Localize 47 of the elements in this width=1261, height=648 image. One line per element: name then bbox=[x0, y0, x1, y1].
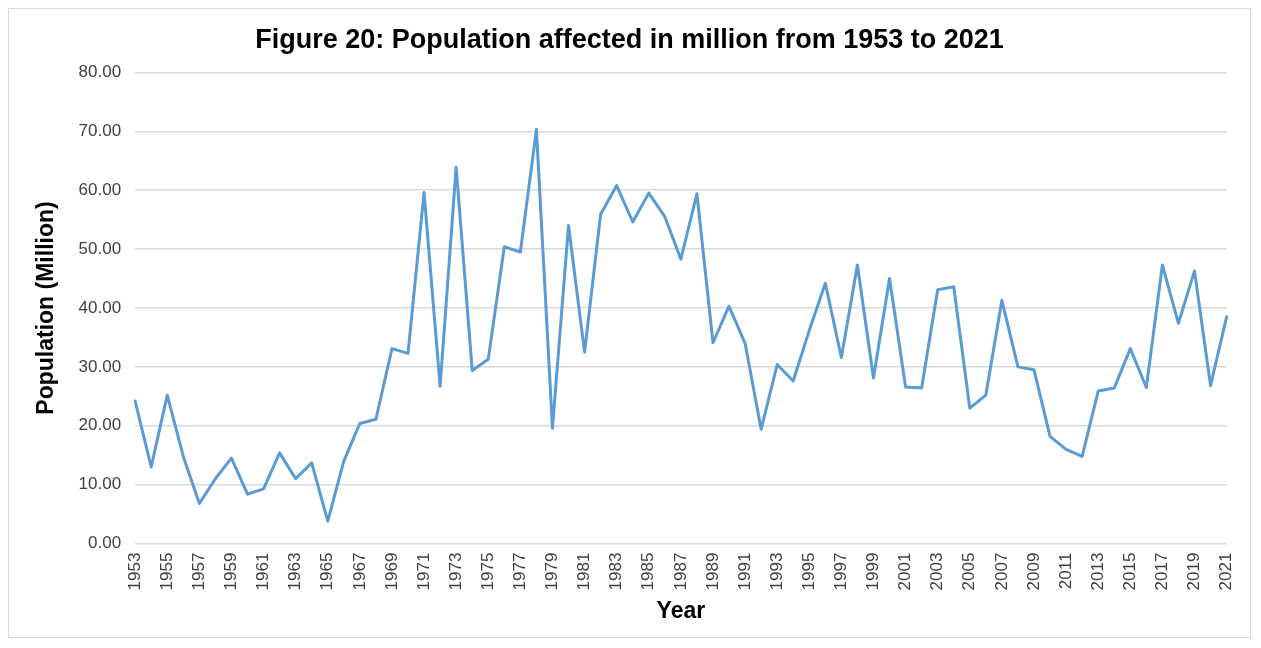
y-tick-label: 20.00 bbox=[78, 415, 122, 435]
y-tick-label: 30.00 bbox=[78, 356, 122, 376]
y-tick-label: 50.00 bbox=[78, 238, 122, 258]
x-tick-label: 2009 bbox=[1023, 552, 1043, 591]
x-tick-label: 1965 bbox=[317, 552, 337, 591]
x-axis-title: Year bbox=[656, 596, 706, 623]
x-tick-label: 1989 bbox=[702, 552, 722, 591]
y-tick-label: 10.00 bbox=[78, 474, 122, 494]
x-tick-label: 1963 bbox=[285, 552, 305, 591]
x-tick-label: 1983 bbox=[606, 552, 626, 591]
x-tick-label: 1991 bbox=[734, 552, 754, 591]
x-tick-label: 1997 bbox=[831, 552, 851, 591]
x-tick-label: 2003 bbox=[927, 552, 947, 591]
x-tick-label: 2015 bbox=[1119, 552, 1139, 591]
x-tick-label: 1975 bbox=[477, 552, 497, 591]
x-tick-label: 1981 bbox=[574, 552, 594, 591]
x-tick-label: 1967 bbox=[349, 552, 369, 591]
y-tick-label: 40.00 bbox=[78, 297, 122, 317]
x-tick-label: 1999 bbox=[863, 552, 883, 591]
x-tick-label: 2005 bbox=[959, 552, 979, 591]
x-tick-label: 2007 bbox=[991, 552, 1011, 591]
x-tick-label: 1995 bbox=[798, 552, 818, 591]
x-tick-label: 1955 bbox=[156, 552, 176, 591]
x-tick-label: 1987 bbox=[670, 552, 690, 591]
x-tick-label: 1959 bbox=[221, 552, 241, 591]
x-tick-label: 1953 bbox=[124, 552, 144, 591]
x-tick-label: 1957 bbox=[189, 552, 209, 591]
x-tick-label: 1979 bbox=[542, 552, 562, 591]
x-tick-label: 2013 bbox=[1087, 552, 1107, 591]
x-tick-label: 1985 bbox=[638, 552, 658, 591]
x-tick-label: 2001 bbox=[895, 552, 915, 591]
chart-title: Figure 20: Population affected in million from 1953 to 2021 bbox=[255, 23, 1004, 54]
x-tick-label: 2017 bbox=[1152, 552, 1172, 591]
x-tick-label: 1969 bbox=[381, 552, 401, 591]
x-tick-label: 2019 bbox=[1184, 552, 1204, 591]
x-tick-label: 1977 bbox=[510, 552, 530, 591]
x-tick-label: 2021 bbox=[1216, 552, 1236, 591]
x-tick-label: 1973 bbox=[445, 552, 465, 591]
y-tick-label: 0.00 bbox=[88, 533, 122, 553]
y-axis-title: Population (Million) bbox=[32, 201, 59, 415]
x-tick-label: 2011 bbox=[1055, 552, 1075, 590]
y-tick-label: 60.00 bbox=[78, 179, 122, 199]
x-tick-label: 1971 bbox=[413, 552, 433, 591]
y-tick-label: 80.00 bbox=[78, 62, 122, 82]
x-tick-label: 1993 bbox=[766, 552, 786, 591]
y-tick-label: 70.00 bbox=[78, 120, 122, 140]
x-tick-label: 1961 bbox=[253, 552, 273, 591]
